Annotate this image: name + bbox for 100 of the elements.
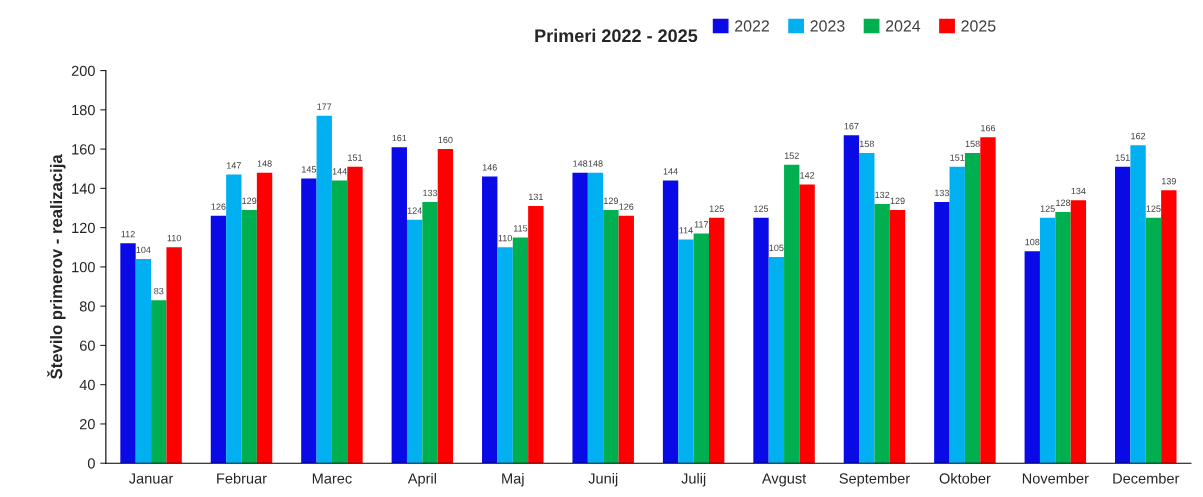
bar xyxy=(662,180,679,464)
y-tick-label: 60 xyxy=(79,340,95,351)
data-label: 139 xyxy=(1161,177,1176,185)
data-label: 112 xyxy=(121,230,135,238)
bar xyxy=(226,174,242,464)
data-label: 133 xyxy=(423,189,438,197)
bar xyxy=(1145,217,1162,464)
x-tick-label: Marec xyxy=(312,473,352,484)
bar xyxy=(572,172,588,464)
bar xyxy=(391,147,407,464)
data-label: 177 xyxy=(317,103,332,110)
y-tick-label: 160 xyxy=(72,144,95,155)
bar xyxy=(949,166,965,464)
bar xyxy=(120,243,136,464)
data-label: 151 xyxy=(1115,154,1130,161)
bar xyxy=(422,202,438,464)
x-tick-label: April xyxy=(407,472,436,487)
bar xyxy=(753,217,769,464)
bar xyxy=(934,202,950,464)
data-label: 126 xyxy=(211,203,226,210)
bar xyxy=(784,164,800,464)
bar xyxy=(768,257,785,464)
data-label: 146 xyxy=(482,164,497,171)
data-label: 142 xyxy=(800,172,815,179)
data-label: 151 xyxy=(950,154,965,161)
data-label: 124 xyxy=(407,207,422,214)
y-tick-label: 140 xyxy=(72,183,95,194)
bar xyxy=(799,184,815,464)
data-label: 162 xyxy=(1131,132,1146,140)
data-label: 148 xyxy=(257,160,272,167)
bar xyxy=(1130,145,1146,464)
data-label: 148 xyxy=(588,160,603,167)
bar xyxy=(331,180,348,464)
bar xyxy=(497,247,513,464)
bar xyxy=(528,206,544,464)
y-tick-label: 0 xyxy=(87,458,95,469)
data-label: 125 xyxy=(1040,205,1055,212)
data-label: 129 xyxy=(890,197,905,205)
x-tick-label: Februar xyxy=(217,472,267,484)
bar xyxy=(964,153,981,464)
x-tick-label: November xyxy=(1022,472,1089,484)
legend-label: 2024 xyxy=(885,20,921,32)
x-tick-label: December xyxy=(1113,472,1180,484)
bar xyxy=(980,137,996,464)
data-label: 117 xyxy=(694,221,709,228)
data-label: 145 xyxy=(302,166,317,173)
bar xyxy=(709,217,725,464)
data-label: 133 xyxy=(935,189,949,197)
data-label: 129 xyxy=(604,197,618,205)
bar xyxy=(512,237,529,464)
bar xyxy=(587,172,604,464)
data-label: 105 xyxy=(769,244,784,252)
bar xyxy=(618,215,634,464)
bar xyxy=(316,115,332,464)
bar xyxy=(1070,200,1087,464)
data-label: 125 xyxy=(754,205,769,212)
data-label: 131 xyxy=(529,193,543,201)
y-tick-label: 180 xyxy=(72,104,95,116)
bar xyxy=(1115,166,1131,464)
x-tick-label: Avgust xyxy=(761,473,807,487)
bar xyxy=(210,215,227,464)
x-tick-label: Junij xyxy=(588,472,618,487)
y-tick-label: 200 xyxy=(71,65,95,76)
bar xyxy=(1039,217,1056,464)
data-label: 104 xyxy=(136,246,151,254)
bar xyxy=(1161,190,1177,464)
y-tick-label: 80 xyxy=(79,301,95,312)
bar xyxy=(135,259,152,464)
data-label: 114 xyxy=(679,227,693,234)
y-axis-title: Število primerov - realizacija xyxy=(47,154,66,379)
x-tick-label: September xyxy=(839,472,910,487)
data-label: 134 xyxy=(1071,187,1086,195)
bar xyxy=(482,176,498,464)
data-label: 115 xyxy=(513,225,528,232)
x-tick-label: Julij xyxy=(681,472,706,487)
bar xyxy=(678,239,694,464)
bar xyxy=(693,233,709,464)
data-label: 151 xyxy=(348,154,363,161)
data-label: 110 xyxy=(498,234,512,242)
data-label: 160 xyxy=(438,136,453,144)
data-label: 158 xyxy=(965,140,980,148)
bar xyxy=(256,172,273,464)
bar xyxy=(301,178,317,464)
y-tick-label: 20 xyxy=(79,419,95,430)
data-label: 161 xyxy=(392,134,407,142)
bar xyxy=(437,149,454,464)
bar xyxy=(347,166,363,464)
x-tick-label: Januar xyxy=(129,473,174,484)
data-label: 144 xyxy=(332,168,347,175)
data-label: 144 xyxy=(663,168,678,175)
data-label: 158 xyxy=(859,140,874,148)
legend-label: 2025 xyxy=(961,20,996,32)
chart-title: Primeri 2022 - 2025 xyxy=(535,28,698,43)
data-label: 125 xyxy=(709,205,724,212)
data-label: 148 xyxy=(573,160,588,167)
data-label: 152 xyxy=(784,152,799,159)
bar xyxy=(1055,211,1071,464)
data-label: 129 xyxy=(242,197,257,205)
x-tick-label: Oktober xyxy=(939,472,991,484)
data-label: 83 xyxy=(154,287,164,295)
